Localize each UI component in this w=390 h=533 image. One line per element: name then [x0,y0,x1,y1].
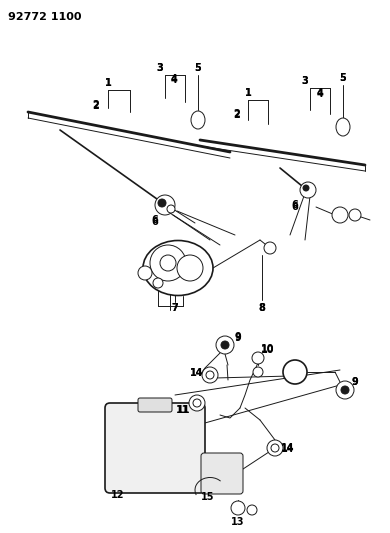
Circle shape [264,242,276,254]
Circle shape [332,207,348,223]
Text: 14: 14 [281,444,295,454]
Text: 6: 6 [292,200,298,210]
Text: 3: 3 [157,63,163,73]
FancyBboxPatch shape [105,403,205,493]
Text: 4: 4 [317,88,323,98]
Circle shape [167,205,175,213]
Text: 4: 4 [171,74,177,84]
Ellipse shape [143,240,213,295]
Text: 11: 11 [177,405,191,415]
Circle shape [267,440,283,456]
Text: 8: 8 [259,303,266,313]
Text: 1: 1 [245,88,252,98]
Circle shape [160,255,176,271]
Text: 9: 9 [235,332,241,342]
Circle shape [341,386,349,394]
Circle shape [158,199,166,207]
Text: 5: 5 [195,63,201,73]
Text: 15: 15 [201,492,215,502]
Circle shape [252,352,264,364]
Text: 1: 1 [105,78,112,88]
Text: 14: 14 [281,443,295,453]
Circle shape [216,336,234,354]
Circle shape [138,266,152,280]
Circle shape [189,395,205,411]
Text: 92772 1100: 92772 1100 [8,12,82,22]
Text: 1: 1 [105,78,112,88]
Circle shape [177,255,203,281]
Circle shape [231,501,245,515]
Circle shape [153,278,163,288]
Text: 7: 7 [172,303,178,313]
Text: 10: 10 [261,344,275,354]
Text: 3: 3 [301,76,308,86]
Text: 2: 2 [234,109,240,119]
Text: 11: 11 [176,405,190,415]
Text: 5: 5 [340,73,346,83]
Circle shape [247,505,257,515]
Text: 4: 4 [171,75,177,85]
Circle shape [336,381,354,399]
Text: 1: 1 [245,88,252,98]
Text: 5: 5 [195,63,201,73]
Circle shape [283,360,307,384]
Circle shape [202,367,218,383]
Text: 4: 4 [317,89,323,99]
Text: 2: 2 [93,100,99,110]
Text: 13: 13 [231,517,245,527]
Text: 5: 5 [340,73,346,83]
Text: 9: 9 [235,333,241,343]
Text: 7: 7 [172,303,178,313]
Text: 3: 3 [157,63,163,73]
Text: 2: 2 [93,101,99,111]
Text: 6: 6 [152,217,158,227]
Ellipse shape [336,118,350,136]
Text: 6: 6 [292,202,298,212]
Circle shape [193,399,201,407]
FancyBboxPatch shape [201,453,243,494]
Text: 3: 3 [301,76,308,86]
Text: 8: 8 [259,303,266,313]
Circle shape [271,444,279,452]
Text: 10: 10 [261,345,275,355]
Circle shape [253,367,263,377]
Ellipse shape [191,111,205,129]
Circle shape [150,245,186,281]
Circle shape [349,209,361,221]
Text: 9: 9 [352,377,358,387]
Circle shape [155,195,175,215]
Text: 6: 6 [152,215,158,225]
Text: 2: 2 [234,110,240,120]
Text: 9: 9 [352,377,358,387]
Circle shape [206,371,214,379]
Text: 14: 14 [190,368,204,378]
Text: 12: 12 [111,490,125,500]
Text: 14: 14 [190,368,204,378]
FancyBboxPatch shape [138,398,172,412]
Circle shape [303,185,309,191]
Circle shape [300,182,316,198]
Circle shape [221,341,229,349]
